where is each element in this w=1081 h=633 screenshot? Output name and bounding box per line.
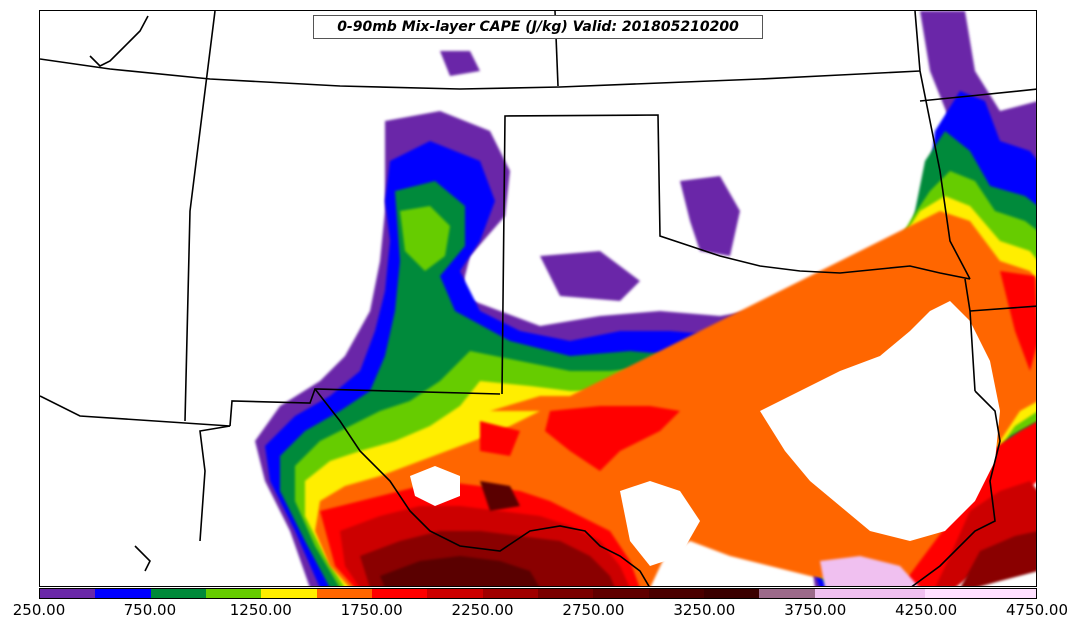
no-data-holes bbox=[410, 161, 1000, 566]
colorbar-swatch bbox=[814, 589, 870, 598]
cape-map bbox=[40, 11, 1036, 586]
colorbar-swatch bbox=[205, 589, 262, 598]
colorbar-swatch bbox=[40, 589, 96, 598]
colorbar-swatch bbox=[261, 589, 317, 598]
colorbar-tick-label: 1250.00 bbox=[229, 601, 292, 619]
colorbar-tick-labels: 250.00 750.00 1250.00 1750.00 2250.00 2750.00… bbox=[0, 601, 1081, 625]
colorbar-swatch bbox=[482, 589, 538, 598]
colorbar-swatch bbox=[980, 589, 1036, 598]
cape-contour-3750 bbox=[820, 556, 919, 586]
colorbar-tick-label: 1750.00 bbox=[340, 601, 403, 619]
colorbar-swatch bbox=[427, 589, 483, 598]
colorbar-tick-label: 4750.00 bbox=[1005, 601, 1069, 619]
colorbar-tick-label: 3750.00 bbox=[784, 601, 847, 619]
cape-colorbar bbox=[39, 588, 1037, 599]
colorbar-tick-label: 250.00 bbox=[12, 601, 66, 619]
colorbar-swatch bbox=[869, 589, 926, 598]
colorbar-tick-label: 750.00 bbox=[123, 601, 177, 619]
boundary-lines bbox=[40, 11, 1036, 586]
colorbar-swatch bbox=[703, 589, 760, 598]
colorbar-tick-label: 2750.00 bbox=[562, 601, 625, 619]
colorbar-tick-label: 3250.00 bbox=[673, 601, 736, 619]
colorbar-tick-label: 4250.00 bbox=[895, 601, 958, 619]
colorbar-swatch bbox=[537, 589, 594, 598]
colorbar-swatch bbox=[371, 589, 428, 598]
colorbar-swatch bbox=[759, 589, 815, 598]
cape-contour-2750 bbox=[380, 481, 539, 586]
colorbar-swatch bbox=[316, 589, 372, 598]
map-panel bbox=[39, 10, 1037, 587]
colorbar-swatch bbox=[593, 589, 649, 598]
colorbar-swatch bbox=[95, 589, 151, 598]
colorbar-swatch bbox=[925, 589, 981, 598]
colorbar-swatch bbox=[150, 589, 206, 598]
map-title: 0-90mb Mix-layer CAPE (J/kg) Valid: 2018… bbox=[313, 15, 763, 39]
colorbar-tick-label: 2250.00 bbox=[451, 601, 514, 619]
colorbar-swatch bbox=[648, 589, 704, 598]
